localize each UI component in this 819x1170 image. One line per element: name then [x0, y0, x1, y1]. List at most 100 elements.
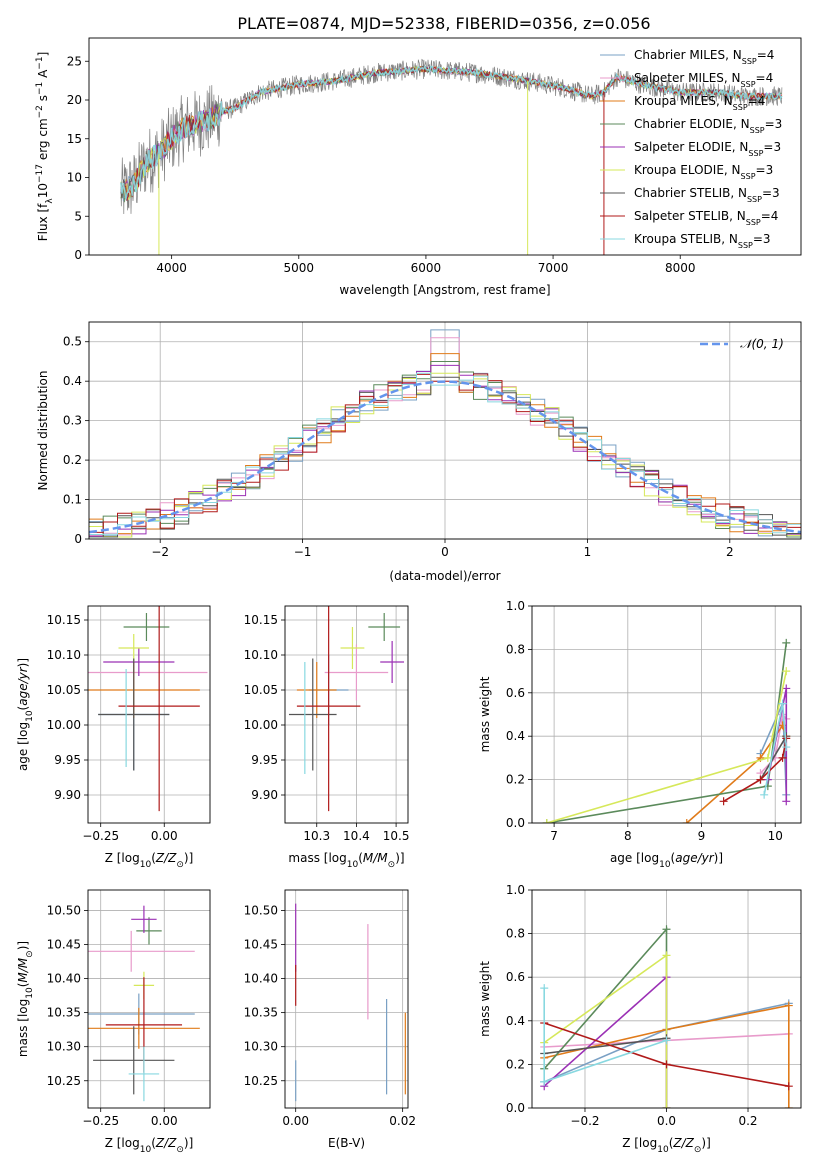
x-axis-label: Z [log10(Z/Z⊙)] [105, 851, 194, 870]
errorbars [288, 606, 405, 812]
errorbars [88, 905, 200, 1102]
weight-marker [662, 925, 671, 934]
y-tick-label: 25 [67, 54, 82, 68]
weight-marker [662, 951, 671, 960]
errorbar-point [136, 917, 162, 945]
errorbars [88, 606, 208, 812]
y-axis-label-part: mass [log [16, 999, 30, 1057]
x-axis-label-part: Z/Z [155, 851, 177, 865]
weight-marker [542, 819, 551, 823]
x-tick-label: 10 [768, 829, 783, 843]
axes-frame [531, 605, 802, 824]
y-tick-label: 10.35 [244, 1006, 278, 1020]
figure-title: PLATE=0874, MJD=52338, FIBERID=0356, z=0… [237, 14, 650, 33]
hist-step-line [89, 361, 801, 538]
y-axis-label-part: 10 [25, 710, 35, 722]
x-axis-label-part: Z [log [105, 1136, 140, 1150]
y-tick-label: 10.45 [47, 938, 81, 952]
x-axis-label-part: M/M [363, 851, 388, 865]
errorbar-point [118, 606, 200, 812]
y-tick-label: 10.25 [47, 1074, 81, 1088]
x-axis-label-part: mass [log [288, 851, 346, 865]
x-tick-label: 7000 [538, 261, 569, 275]
weight-marker [778, 699, 787, 708]
weight-lines [540, 925, 793, 1108]
x-tick-label: 2 [726, 545, 734, 559]
errorbar-point [324, 644, 389, 701]
spectrum-lines [120, 58, 783, 255]
x-tick-label: 0.00 [282, 1114, 309, 1128]
y-axis-label: mass weight [478, 961, 492, 1037]
y-tick-label: 0.1 [63, 493, 82, 507]
x-axis-label-part: )] [701, 1136, 710, 1150]
y-axis-label: mass [log10(M/M⊙)] [16, 941, 35, 1057]
y-axis-label-part: 10 [36, 183, 50, 198]
errorbar-point [380, 641, 405, 683]
y-tick-label: 10.30 [47, 1040, 81, 1054]
x-axis-label-part: 10 [659, 860, 671, 870]
axes-residuals: −2 −1 0 1 2 0 0.1 0.2 0.3 0.4 0.5 (data-model)/erro… [36, 321, 802, 583]
x-axis-label-part: ( [358, 851, 363, 865]
x-tick-label: 0.0 [657, 1114, 676, 1128]
weight-line [546, 670, 788, 823]
x-axis-label-part: 10 [657, 1145, 669, 1155]
weight-marker [784, 1104, 793, 1108]
x-axis-label-part: ⊙ [176, 1145, 184, 1155]
axes-mass-vs-EBV: 0.00 0.02 10.25 10.30 10.35 10.40 10.45 10.50 E(… [244, 889, 416, 1150]
y-tick-label: 10.15 [47, 613, 81, 627]
legend-entry: Chabrier ELODIE, NSSP=3 [634, 117, 782, 135]
errorbar-point [128, 1046, 160, 1102]
weight-marker [662, 1104, 671, 1108]
gaussian-curve [89, 380, 801, 534]
y-axis-label-part: −1 [35, 56, 45, 69]
x-tick-label: 8000 [665, 261, 696, 275]
errorbar-point [93, 1026, 175, 1095]
y-tick-label: 10.50 [244, 903, 278, 917]
spectrum-model-line [120, 65, 783, 200]
x-tick-label: 9 [698, 829, 706, 843]
y-axis-label: mass weight [478, 676, 492, 752]
y-tick-label: 10.15 [244, 613, 278, 627]
weight-line [544, 1037, 667, 1055]
y-axis-label-part: ] [36, 52, 50, 57]
x-tick-label: 4000 [156, 261, 187, 275]
axes-age-vs-mass: 10.3 10.4 10.5 9.90 9.95 10.00 10.05 10.10 10.15… [244, 605, 409, 870]
x-axis-label-part: )] [714, 851, 723, 865]
errorbar-point [98, 658, 170, 771]
y-tick-label: 10.10 [244, 648, 278, 662]
x-axis-label-part: 10 [140, 1145, 152, 1155]
errorbar-point [296, 606, 361, 812]
x-tick-label: −2 [151, 545, 169, 559]
x-axis-label-part: Z [log [622, 1136, 657, 1150]
x-axis-label: mass [log10(M/M⊙)] [288, 851, 404, 870]
legend-entry: Chabrier STELIB, NSSP=3 [634, 186, 780, 204]
y-tick-label: 10 [67, 171, 82, 185]
x-axis-label-part: age [log [610, 851, 659, 865]
x-tick-label: 0 [441, 545, 449, 559]
hist-lines [89, 329, 801, 538]
errorbar-point [131, 905, 157, 933]
y-tick-label: 20 [67, 93, 82, 107]
x-axis-label: age [log10(age/yr)] [610, 851, 723, 870]
y-axis-label-part: −1 [35, 82, 45, 95]
x-tick-label: 0.00 [151, 829, 178, 843]
x-axis-label-part: )] [184, 851, 193, 865]
x-axis-label: Z [log10(Z/Z⊙)] [105, 1136, 194, 1155]
y-axis-label-part: −17 [35, 164, 45, 183]
weight-marker [756, 775, 765, 784]
y-tick-label: 0.4 [506, 729, 525, 743]
y-axis-label: Normed distribution [36, 371, 50, 491]
y-axis-label-part: )] [16, 658, 30, 667]
y-axis-label-part: Flux [f [36, 203, 50, 241]
y-tick-label: 0.4 [506, 1014, 525, 1028]
y-tick-label: 9.90 [54, 788, 81, 802]
y-axis-label-part: s [36, 95, 50, 105]
y-tick-label: 10.05 [47, 683, 81, 697]
y-axis-label-part: λ [45, 198, 55, 204]
weight-marker [760, 790, 769, 799]
y-tick-label: 0.0 [506, 1101, 525, 1115]
errorbar-point [118, 634, 149, 662]
y-tick-label: 9.95 [54, 753, 81, 767]
axes-frame [87, 605, 211, 824]
y-tick-label: 10.40 [47, 972, 81, 986]
